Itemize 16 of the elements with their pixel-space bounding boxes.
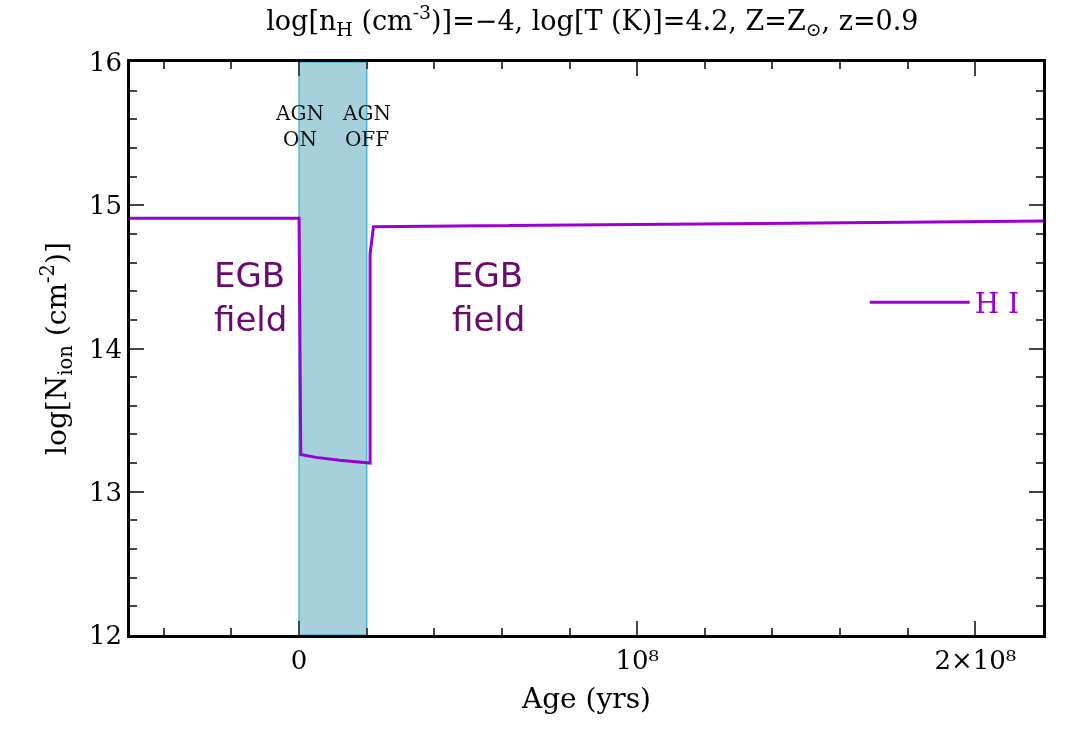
y-tick-label: 12 (88, 620, 123, 651)
y-tick-label: 15 (88, 190, 123, 221)
annotation: AGN OFF (342, 101, 391, 151)
x-tick-label: 10⁸ (615, 644, 659, 675)
x-axis-title: Age (yrs) (520, 682, 652, 716)
annotation: EGB field (214, 255, 288, 340)
y-tick-label: 13 (88, 476, 123, 507)
chart-title: log[n$_{H}$ (cm$^{-3}$)]=−4, log[T (K)]=4.2, Z=Z$_{⊙}$, z=0.9 (266, 0, 919, 40)
y-tick-label: 16 (88, 47, 123, 78)
x-tick-label: 0 (290, 644, 308, 675)
y-tick-label: 14 (88, 333, 123, 364)
line-series (130, 216, 1043, 465)
x-tick-label: 2×10⁸ (934, 644, 1017, 675)
annotation: AGN ON (275, 101, 324, 151)
legend-label: H I (974, 287, 1020, 321)
annotation: EGB field (452, 255, 526, 340)
